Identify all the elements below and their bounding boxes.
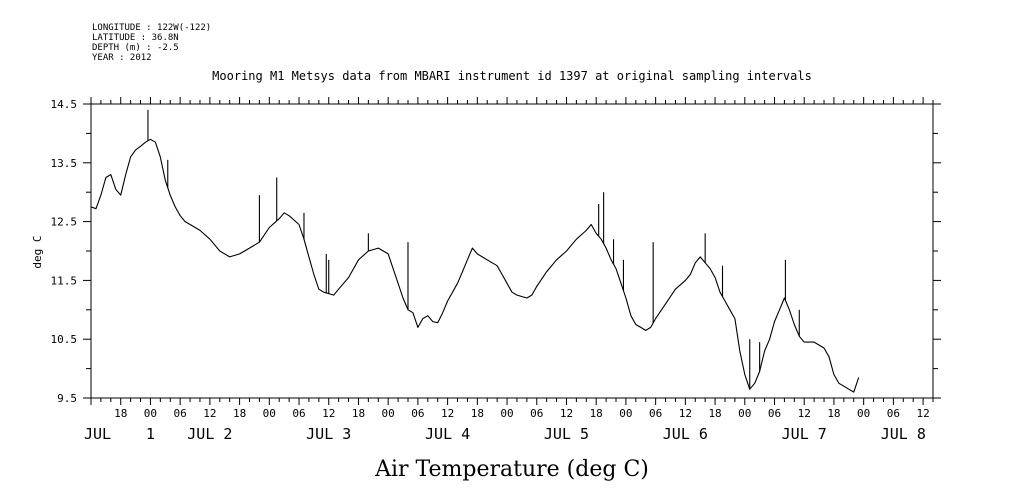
x-tick-label: 00	[263, 407, 276, 420]
x-tick-label: 00	[500, 407, 513, 420]
header-latitude: LATITUDE : 36.8N	[92, 33, 179, 43]
header-year: YEAR : 2012	[92, 53, 152, 63]
y-tick-label: 10.5	[51, 333, 78, 346]
x-tick-label: 00	[619, 407, 632, 420]
x-day-label: JUL 7	[782, 425, 827, 443]
x-tick-label: 18	[708, 407, 721, 420]
x-tick-label: 06	[174, 407, 187, 420]
x-tick-label: 18	[352, 407, 365, 420]
plot-frame	[90, 103, 934, 399]
y-tick-label: 12.5	[51, 216, 78, 229]
y-axis-label: deg C	[31, 235, 44, 268]
x-axis: 18 00 06 12 18 00 06 12 18 00 06 12 18 00 06 12 18 00 06 12…	[84, 97, 934, 443]
y-axis: 9.5 10.5 11.5 12.5 13.5 14.5	[51, 98, 941, 405]
x-day-label: JUL 5	[544, 425, 589, 443]
x-day-label: JUL 2	[187, 425, 232, 443]
x-tick-label: 18	[233, 407, 246, 420]
x-tick-label: 18	[590, 407, 603, 420]
x-tick-label: 12	[798, 407, 811, 420]
x-day-label: JUL 3	[306, 425, 351, 443]
x-tick-label: 06	[292, 407, 305, 420]
x-day-label: 1	[146, 425, 155, 443]
x-tick-label: 12	[322, 407, 335, 420]
x-tick-label: 06	[530, 407, 543, 420]
x-day-label: JUL 6	[663, 425, 708, 443]
x-tick-label: 18	[114, 407, 127, 420]
x-tick-label: 00	[857, 407, 870, 420]
x-day-label: JUL 8	[881, 425, 926, 443]
y-tick-label: 14.5	[51, 98, 78, 111]
x-day-label: JUL 4	[425, 425, 470, 443]
series-group	[90, 109, 860, 393]
header-metadata: LONGITUDE : 122W(-122) LATITUDE : 36.8N …	[92, 23, 211, 63]
y-tick-label: 9.5	[57, 392, 77, 405]
x-tick-label: 06	[649, 407, 662, 420]
x-tick-label: 12	[916, 407, 929, 420]
x-axis-title: Air Temperature (deg C)	[374, 457, 649, 482]
x-tick-label: 12	[203, 407, 216, 420]
x-tick-label: 00	[144, 407, 157, 420]
x-tick-label: 12	[441, 407, 454, 420]
x-day-label: JUL	[84, 425, 111, 443]
x-tick-label: 06	[768, 407, 781, 420]
x-tick-label: 00	[382, 407, 395, 420]
series-line	[90, 138, 860, 393]
y-tick-label: 13.5	[51, 157, 78, 170]
x-tick-label: 18	[471, 407, 484, 420]
chart-title: Mooring M1 Metsys data from MBARI instru…	[212, 69, 812, 83]
x-tick-label: 06	[887, 407, 900, 420]
header-longitude: LONGITUDE : 122W(-122)	[92, 23, 211, 33]
x-tick-label: 12	[560, 407, 573, 420]
x-tick-label: 00	[738, 407, 751, 420]
x-tick-label: 06	[411, 407, 424, 420]
x-tick-label: 18	[827, 407, 840, 420]
x-tick-label: 12	[679, 407, 692, 420]
y-tick-label: 11.5	[51, 274, 78, 287]
header-depth: DEPTH (m) : -2.5	[92, 43, 179, 53]
